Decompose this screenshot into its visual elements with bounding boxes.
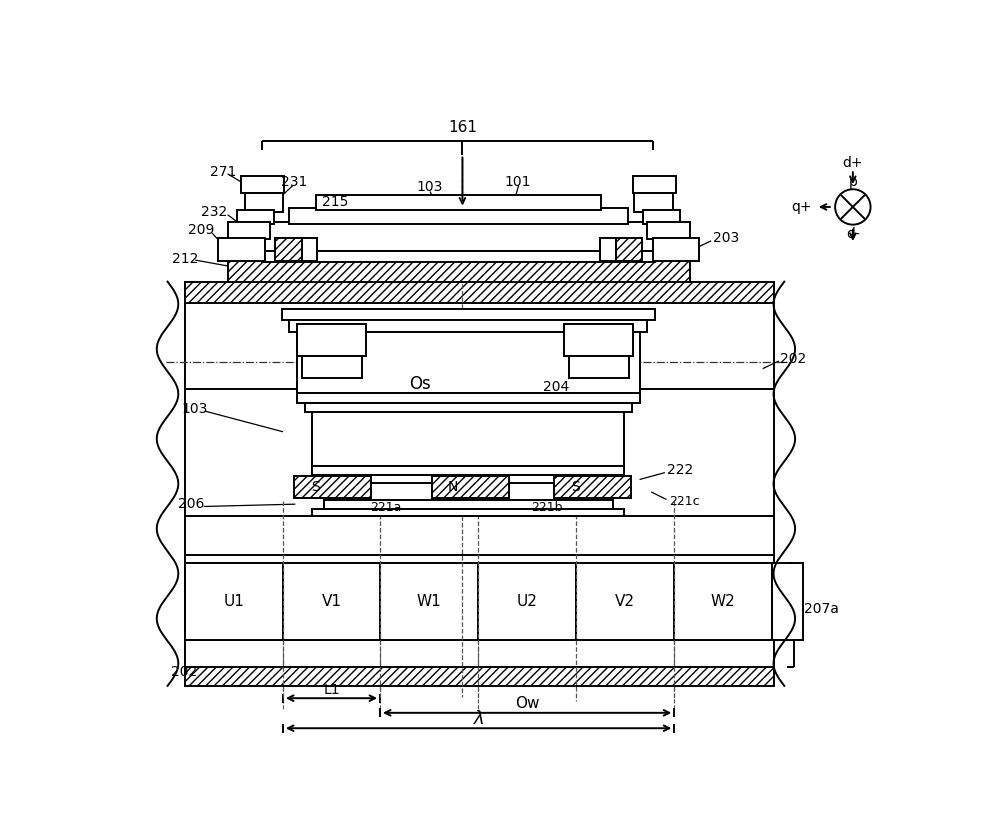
Text: 215: 215 bbox=[322, 195, 348, 209]
Text: 103: 103 bbox=[181, 402, 208, 415]
Bar bbox=[228, 261, 690, 283]
Bar bbox=[312, 412, 624, 466]
Bar bbox=[772, 563, 803, 639]
Text: W1: W1 bbox=[417, 594, 441, 608]
Bar bbox=[185, 563, 283, 639]
Bar bbox=[294, 477, 371, 498]
Text: 101: 101 bbox=[505, 175, 531, 189]
Bar bbox=[324, 475, 613, 482]
Bar bbox=[297, 393, 640, 403]
Text: q+: q+ bbox=[792, 200, 812, 214]
Bar bbox=[262, 251, 655, 262]
Bar bbox=[305, 403, 632, 412]
Text: S: S bbox=[571, 480, 580, 494]
Bar bbox=[478, 563, 576, 639]
Text: 204: 204 bbox=[543, 380, 570, 394]
Bar bbox=[228, 222, 270, 239]
Bar bbox=[185, 282, 774, 303]
Bar bbox=[615, 237, 642, 261]
Text: $\lambda$: $\lambda$ bbox=[473, 710, 484, 728]
Bar bbox=[647, 222, 690, 239]
Bar bbox=[297, 331, 640, 393]
Bar bbox=[218, 237, 265, 261]
Text: S: S bbox=[311, 480, 320, 494]
Bar bbox=[312, 508, 624, 517]
Text: V2: V2 bbox=[615, 594, 635, 608]
Text: 221b: 221b bbox=[531, 501, 563, 513]
Bar bbox=[289, 320, 647, 331]
Bar bbox=[569, 357, 629, 378]
Text: N: N bbox=[448, 480, 458, 494]
Text: 222: 222 bbox=[666, 463, 693, 477]
Bar bbox=[554, 477, 631, 498]
Bar bbox=[185, 282, 774, 685]
Text: 103: 103 bbox=[416, 180, 443, 194]
Text: Os: Os bbox=[409, 375, 431, 393]
Text: d+: d+ bbox=[843, 156, 863, 170]
Bar bbox=[634, 193, 673, 211]
Text: 221a: 221a bbox=[370, 501, 401, 513]
Text: 203: 203 bbox=[713, 231, 739, 245]
Text: L1: L1 bbox=[323, 684, 340, 697]
Bar bbox=[633, 176, 676, 193]
Bar bbox=[185, 563, 774, 639]
Bar bbox=[600, 237, 616, 261]
Bar bbox=[237, 210, 274, 224]
Text: 212: 212 bbox=[172, 252, 199, 265]
Text: 206: 206 bbox=[178, 498, 205, 511]
Bar bbox=[312, 466, 624, 475]
Bar bbox=[674, 563, 772, 639]
Text: U1: U1 bbox=[224, 594, 245, 608]
Text: 232: 232 bbox=[201, 206, 227, 219]
Bar bbox=[576, 563, 674, 639]
Text: U2: U2 bbox=[516, 594, 537, 608]
Bar bbox=[275, 237, 302, 261]
Text: 209: 209 bbox=[188, 223, 214, 237]
Bar bbox=[564, 324, 633, 357]
Bar bbox=[185, 667, 774, 685]
Text: 207a: 207a bbox=[804, 602, 838, 616]
Bar bbox=[262, 222, 655, 251]
Text: V1: V1 bbox=[322, 594, 342, 608]
Text: 202: 202 bbox=[780, 352, 807, 366]
Bar bbox=[282, 309, 655, 320]
Bar bbox=[241, 176, 284, 193]
Text: W2: W2 bbox=[711, 594, 735, 608]
Bar bbox=[324, 499, 613, 508]
Bar bbox=[432, 477, 509, 498]
Bar bbox=[653, 237, 699, 261]
Text: 202: 202 bbox=[171, 665, 197, 679]
Bar bbox=[302, 237, 317, 261]
Bar bbox=[297, 324, 366, 357]
Bar bbox=[283, 563, 381, 639]
Bar bbox=[289, 208, 628, 224]
Text: Ow: Ow bbox=[515, 696, 539, 711]
Bar bbox=[302, 357, 362, 378]
Text: 271: 271 bbox=[210, 164, 236, 179]
Text: 221c: 221c bbox=[669, 494, 699, 508]
Bar bbox=[380, 563, 478, 639]
Bar bbox=[316, 195, 601, 210]
Text: 231: 231 bbox=[282, 175, 308, 189]
Text: d-: d- bbox=[846, 227, 860, 241]
Text: p: p bbox=[848, 175, 857, 189]
Bar bbox=[643, 210, 680, 224]
Bar bbox=[245, 193, 283, 211]
Text: 161: 161 bbox=[448, 120, 477, 135]
